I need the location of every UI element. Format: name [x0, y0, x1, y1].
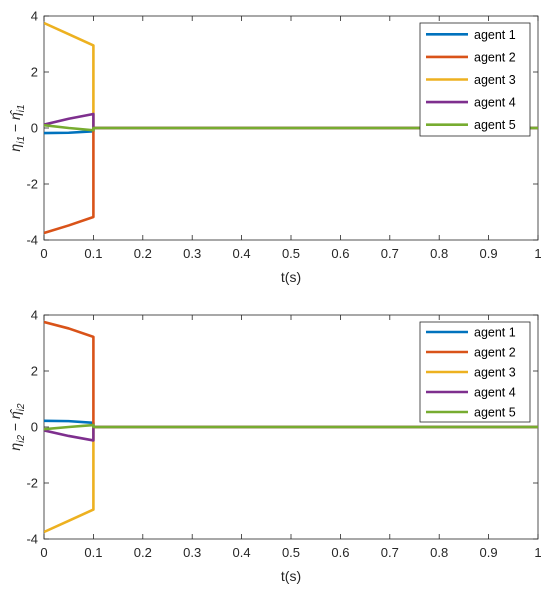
legend: agent 1 agent 2 agent 3 agent 4 agent 5: [419, 22, 531, 137]
x-tick-label: 0.6: [331, 246, 349, 261]
y-axis-label: ηi1 − η̂i1: [7, 104, 27, 151]
legend: agent 1 agent 2 agent 3 agent 4 agent 5: [419, 321, 531, 423]
x-tick-label: 0: [40, 545, 47, 560]
x-tick-label: 0.5: [282, 545, 300, 560]
x-tick-label: 0.4: [233, 246, 251, 261]
y-axis-label: ηi2 − η̂i2: [7, 403, 27, 451]
x-tick-label: 0: [40, 246, 47, 261]
x-tick-label: 1: [534, 545, 541, 560]
series-line-agent-5: [44, 123, 538, 132]
y-tick-label: -4: [26, 233, 38, 248]
legend-label-agent-2: agent 2: [474, 346, 516, 360]
x-tick-label: 0.1: [84, 246, 102, 261]
y-tick-label: -4: [26, 532, 38, 547]
x-tick-label: 0.2: [134, 246, 152, 261]
legend-label-agent-5: agent 5: [474, 406, 516, 420]
y-tick-label: 0: [31, 420, 38, 435]
x-tick-label: 0.5: [282, 246, 300, 261]
x-tick-label: 1: [534, 246, 541, 261]
y-tick-label: -2: [26, 476, 38, 491]
legend-label-agent-4: agent 4: [474, 386, 516, 400]
x-tick-label: 0.6: [331, 545, 349, 560]
y-tick-label: 2: [31, 65, 38, 80]
chart-panel-2: 0 0.1 0.2 0.3 0.4 0.5 0.6 0.7 0.8 0.9 1 -4 -2 0 2 4 t(s)…: [7, 308, 542, 585]
x-tick-label: 0.7: [381, 246, 399, 261]
legend-label-agent-3: agent 3: [474, 73, 516, 87]
x-tick-label: 0.8: [430, 246, 448, 261]
x-tick-label: 0.8: [430, 545, 448, 560]
x-axis-label: t(s): [281, 568, 301, 584]
y-tick-label: 0: [31, 121, 38, 136]
x-tick-label: 0.7: [381, 545, 399, 560]
series-group: [44, 21, 538, 235]
series-line-agent-5: [44, 423, 538, 431]
legend-label-agent-3: agent 3: [474, 366, 516, 380]
y-tick-label: 4: [31, 308, 38, 323]
legend-label-agent-1: agent 1: [474, 28, 516, 42]
legend-label-agent-1: agent 1: [474, 326, 516, 340]
legend-label-agent-4: agent 4: [474, 96, 516, 110]
x-tick-label: 0.3: [183, 545, 201, 560]
x-tick-label: 0.3: [183, 246, 201, 261]
x-axis-label: t(s): [281, 269, 301, 285]
chart-panel-1: 0 0.1 0.2 0.3 0.4 0.5 0.6 0.7 0.8 0.9 1 -4 -2 0 2 4 t(s)…: [7, 9, 542, 286]
x-tick-label: 0.4: [233, 545, 251, 560]
legend-label-agent-5: agent 5: [474, 118, 516, 132]
legend-label-agent-2: agent 2: [474, 50, 516, 64]
x-tick-label: 0.9: [480, 246, 498, 261]
y-tick-label: 2: [31, 364, 38, 379]
x-tick-label: 0.1: [84, 545, 102, 560]
y-tick-label: 4: [31, 9, 38, 24]
x-tick-label: 0.9: [480, 545, 498, 560]
y-tick-label: -2: [26, 177, 38, 192]
x-tick-label: 0.2: [134, 545, 152, 560]
series-group: [44, 320, 538, 534]
